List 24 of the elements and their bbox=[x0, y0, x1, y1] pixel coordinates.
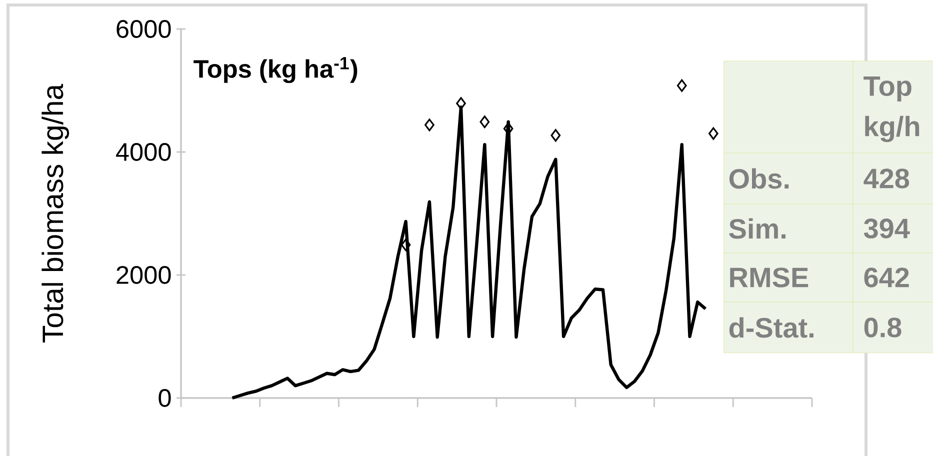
point bbox=[400, 238, 411, 252]
text: Tops (kg ha$^{-1}$) bbox=[194, 57, 358, 84]
y-tick-label: 0 bbox=[158, 389, 171, 407]
point bbox=[456, 97, 466, 110]
y-tick-label: 2000 bbox=[116, 266, 171, 284]
y-tick-label: 4000 bbox=[116, 143, 171, 161]
text: 0.8 bbox=[864, 318, 902, 338]
text: 428 bbox=[864, 168, 910, 188]
annotation: d-Stat. bbox=[729, 317, 814, 338]
point bbox=[503, 122, 514, 135]
y-tick-label: 6000 bbox=[116, 20, 171, 38]
annotation: Sim. bbox=[729, 218, 786, 239]
text: 642 bbox=[864, 268, 909, 288]
point bbox=[480, 116, 490, 128]
text: 394 bbox=[864, 218, 910, 238]
text: Top bbox=[864, 76, 912, 102]
point bbox=[708, 127, 718, 140]
annotation: Obs. bbox=[729, 168, 789, 189]
point bbox=[424, 118, 434, 132]
point bbox=[676, 79, 687, 92]
text: kg/h bbox=[865, 116, 920, 142]
y-axis-title: Total biomass kg/ha bbox=[42, 84, 70, 342]
point bbox=[550, 129, 561, 142]
annotation: RMSE bbox=[730, 268, 808, 288]
